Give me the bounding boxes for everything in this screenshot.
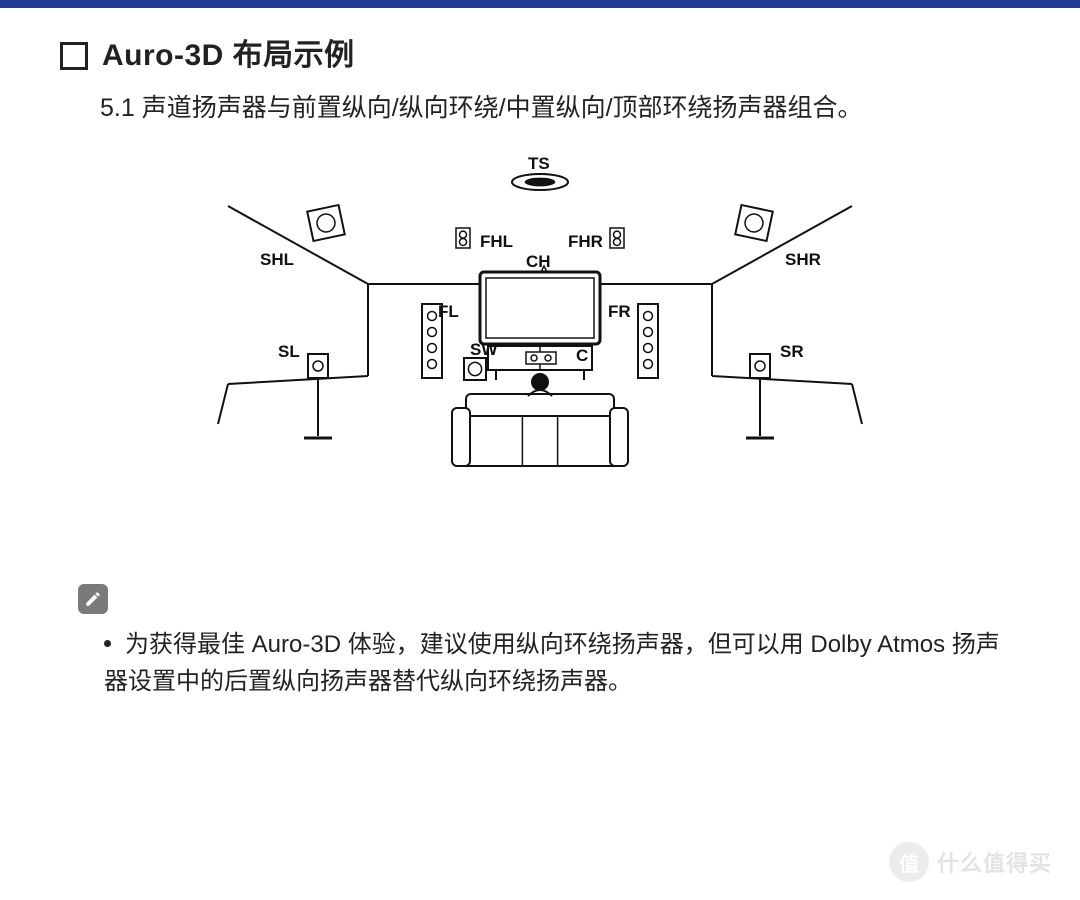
- label-ts: TS: [528, 154, 550, 174]
- section-heading: Auro-3D 布局示例: [60, 36, 1020, 75]
- figure-container: TS FHL FHR CH SHL SHR FL FR SW C SL SR: [60, 154, 1020, 504]
- room-svg: [190, 154, 890, 504]
- heading-title: Auro-3D 布局示例: [102, 36, 355, 75]
- label-sr: SR: [780, 342, 804, 362]
- label-fhr: FHR: [568, 232, 603, 252]
- top-accent-bar: [0, 0, 1080, 8]
- label-shr: SHR: [785, 250, 821, 270]
- lead-paragraph: 5.1 声道扬声器与前置纵向/纵向环绕/中置纵向/顶部环绕扬声器组合。: [100, 89, 1020, 128]
- bullet-dot-icon: [104, 640, 111, 647]
- pencil-icon: [78, 584, 108, 614]
- label-fl: FL: [438, 302, 459, 322]
- auro3d-layout-diagram: TS FHL FHR CH SHL SHR FL FR SW C SL SR: [190, 154, 890, 504]
- label-fhl: FHL: [480, 232, 513, 252]
- label-c: C: [576, 346, 588, 366]
- note-bullet-item: 为获得最佳 Auro-3D 体验，建议使用纵向环绕扬声器，但可以用 Dolby …: [104, 626, 1020, 700]
- watermark-text: 什么值得买: [937, 846, 1052, 878]
- note-text: 为获得最佳 Auro-3D 体验，建议使用纵向环绕扬声器，但可以用 Dolby …: [104, 631, 1000, 695]
- page-body: Auro-3D 布局示例 5.1 声道扬声器与前置纵向/纵向环绕/中置纵向/顶部…: [0, 8, 1080, 900]
- label-ch: CH: [526, 252, 551, 272]
- label-sw: SW: [470, 340, 497, 360]
- heading-bullet-icon: [60, 42, 88, 70]
- label-shl: SHL: [260, 250, 294, 270]
- label-fr: FR: [608, 302, 631, 322]
- watermark-badge: 值: [889, 842, 929, 882]
- watermark: 值 什么值得买: [889, 842, 1052, 882]
- label-sl: SL: [278, 342, 300, 362]
